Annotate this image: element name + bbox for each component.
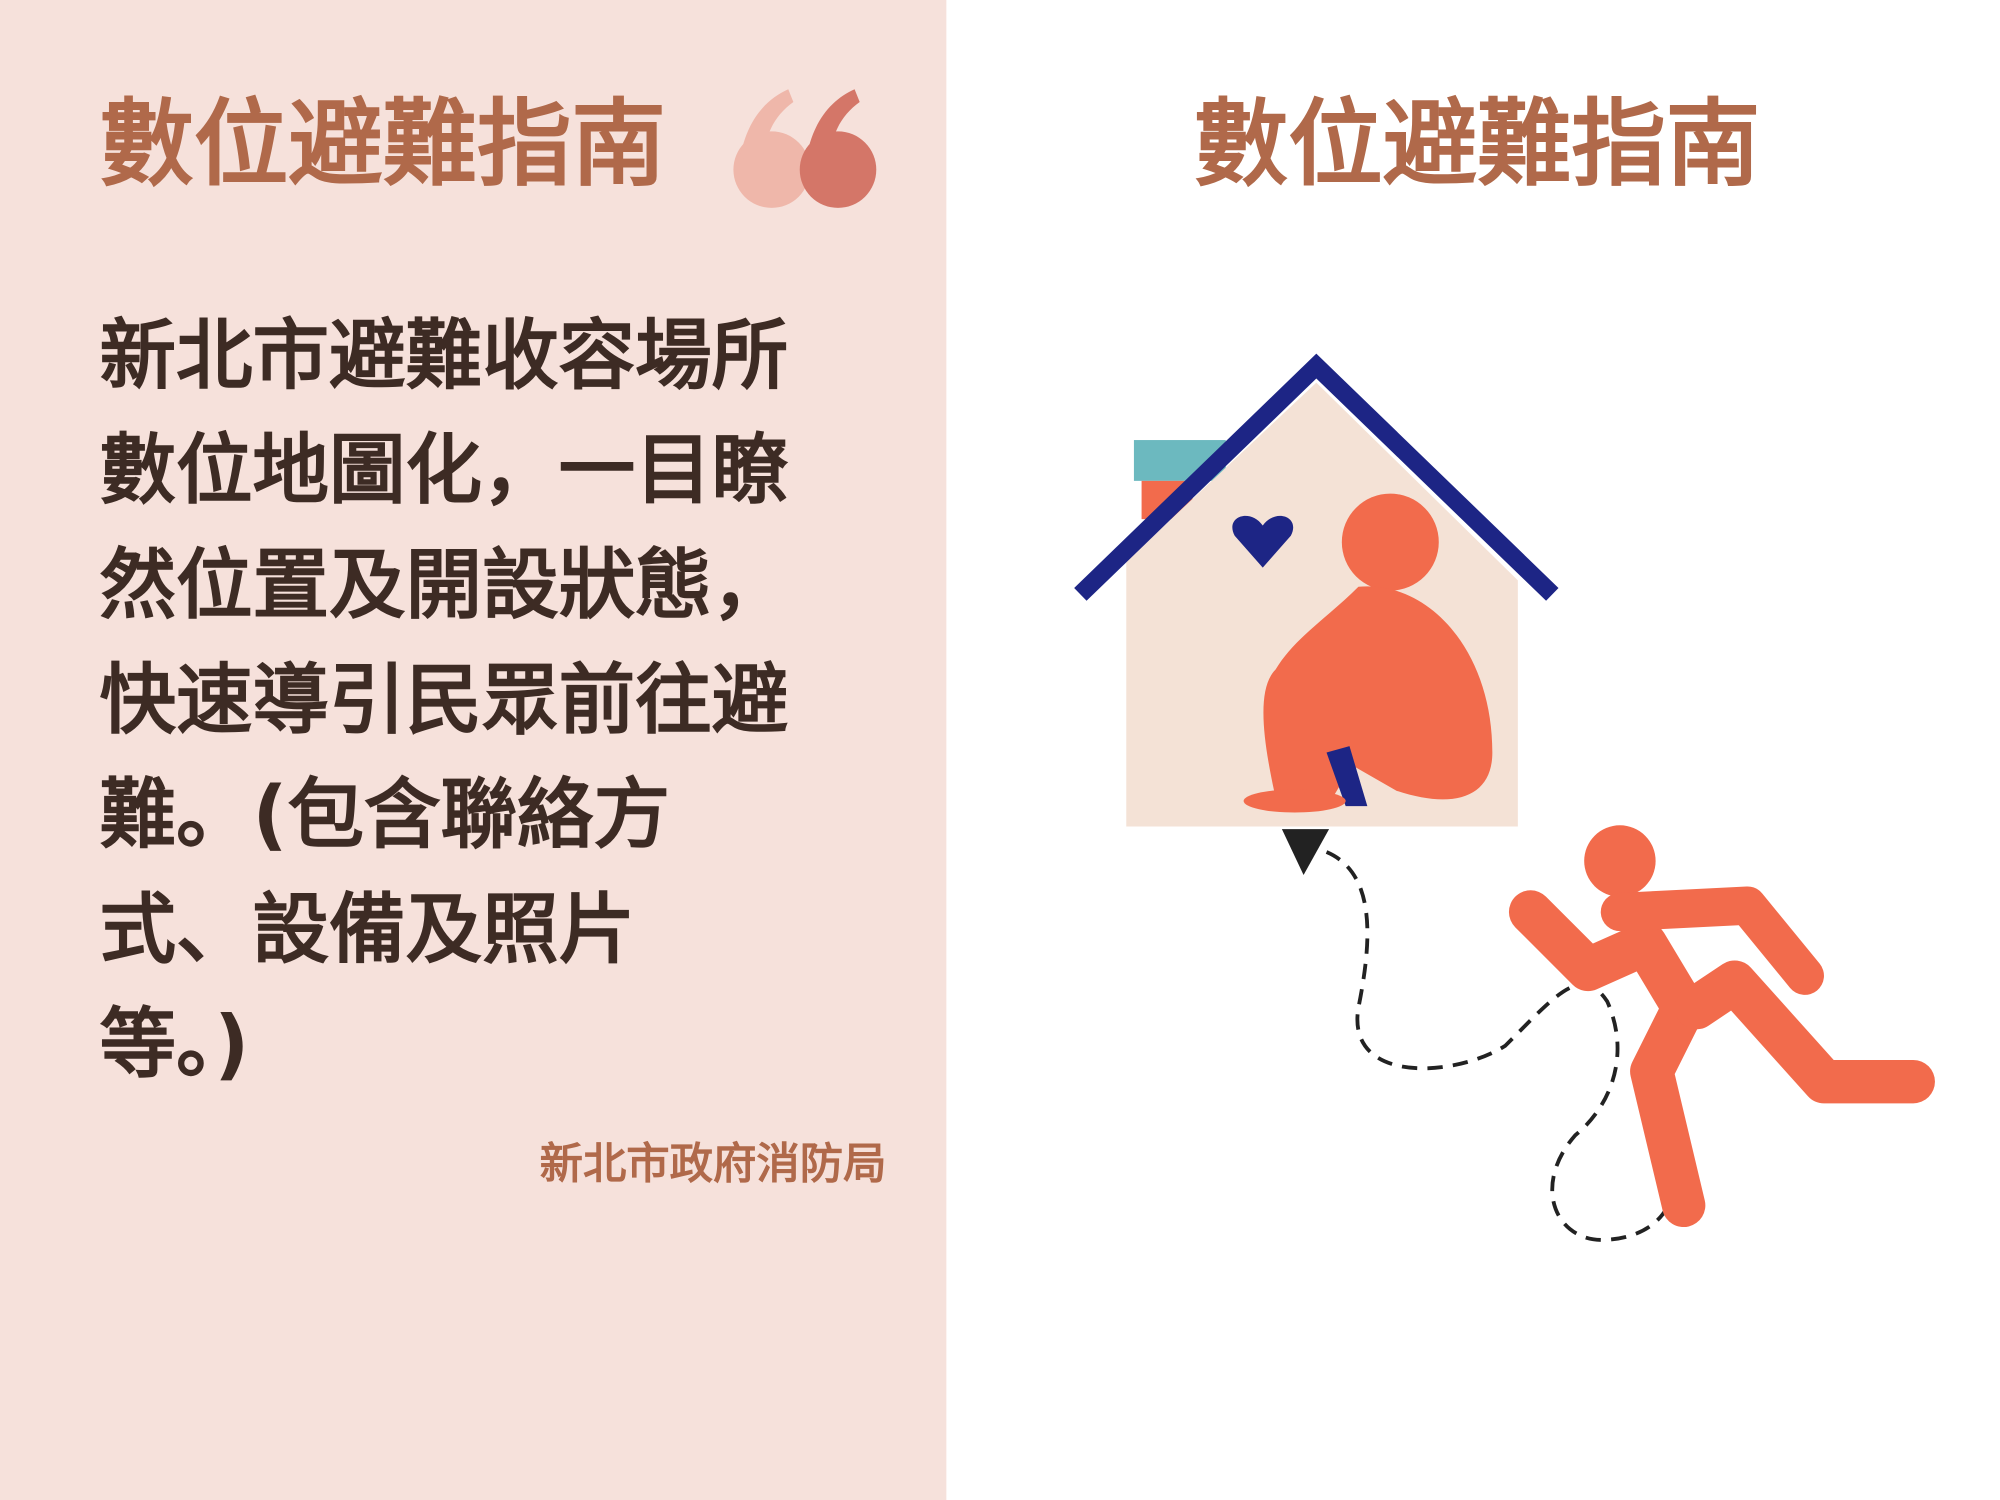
title: 數位避難指南 — [99, 89, 665, 199]
body-line: 數位地圖化，一目瞭 — [99, 427, 788, 516]
body-line: 難。(包含聯絡方 — [99, 771, 670, 860]
left-panel — [0, 0, 947, 1500]
body-line: 等。) — [99, 1001, 249, 1090]
body-line: 式、設備及照片 — [99, 886, 635, 975]
house-illustration — [1074, 353, 1935, 1242]
illustration-title: 數位避難指南 — [1194, 89, 1760, 199]
quote-icon — [733, 89, 877, 208]
body-line: 然位置及開設狀態， — [99, 542, 788, 631]
body-line: 快速導引民眾前往避 — [99, 656, 788, 745]
source: 新北市政府消防局 — [540, 1140, 887, 1190]
body-line: 新北市避難收容場所 — [99, 312, 788, 401]
